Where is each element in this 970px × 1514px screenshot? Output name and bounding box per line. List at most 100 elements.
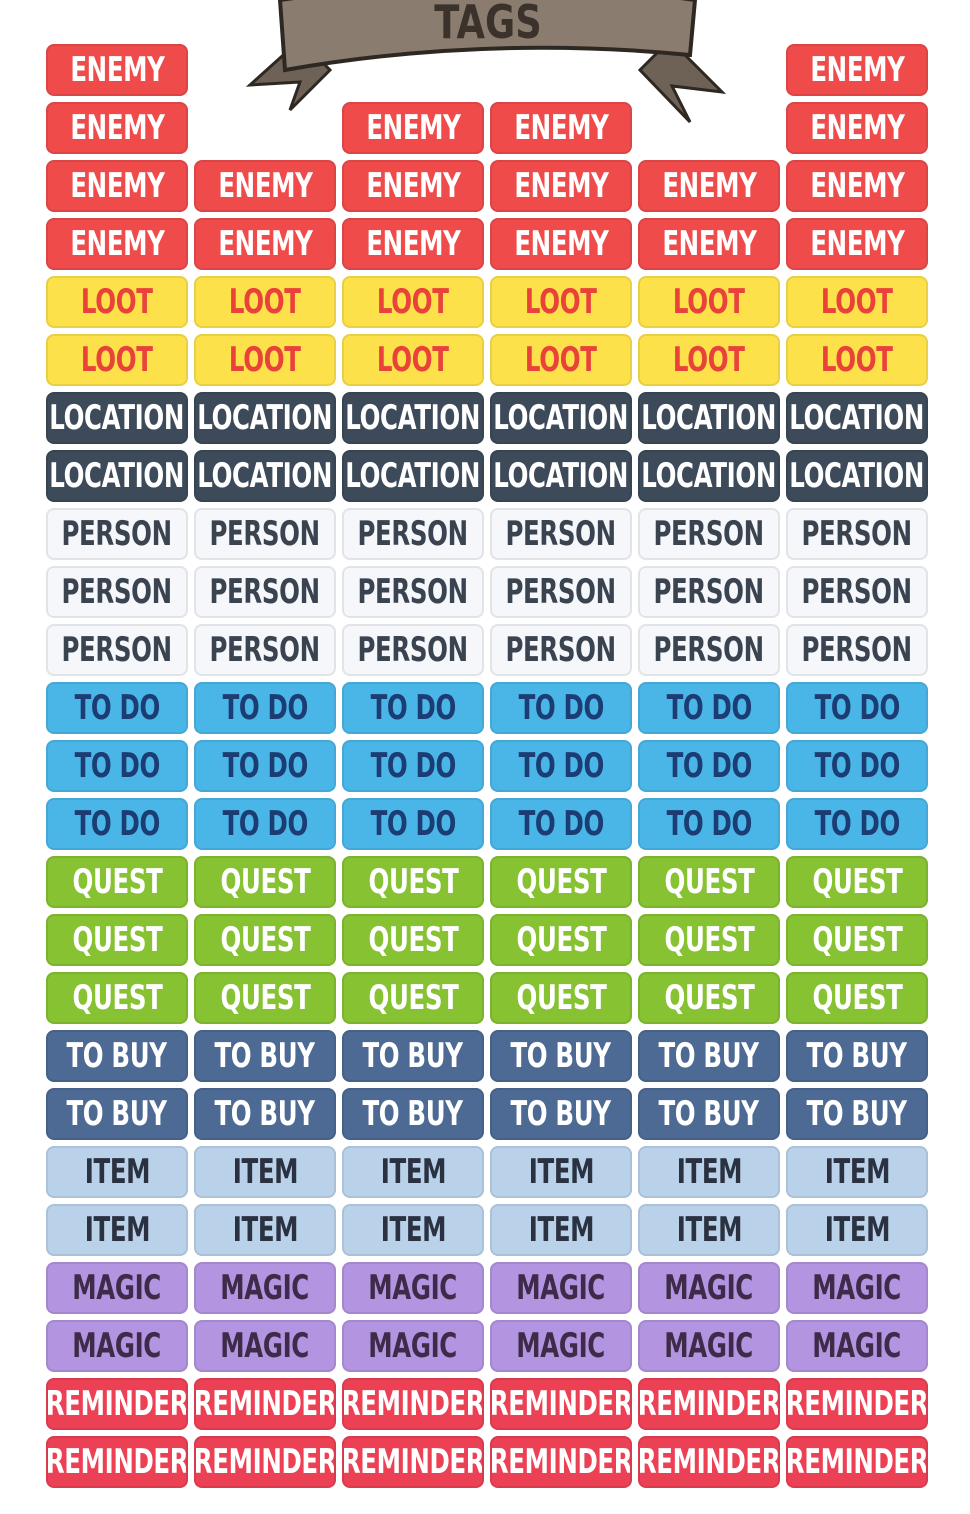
tag-label: ITEM xyxy=(528,1152,594,1192)
tag: ITEM xyxy=(46,1204,188,1256)
tag: ENEMY xyxy=(490,102,632,154)
tag-label: TO BUY xyxy=(806,1036,908,1076)
tag: TO DO xyxy=(194,682,336,734)
tag: REMINDER xyxy=(638,1378,780,1430)
tag-label: PERSON xyxy=(61,514,173,554)
tag-label: ITEM xyxy=(232,1152,298,1192)
tag: REMINDER xyxy=(194,1378,336,1430)
tag-label: TO DO xyxy=(74,688,160,728)
tag-label: REMINDER xyxy=(786,1442,928,1482)
tag: PERSON xyxy=(194,566,336,618)
tag: QUEST xyxy=(638,856,780,908)
tag-label: PERSON xyxy=(61,630,173,670)
tag-label: REMINDER xyxy=(46,1384,188,1424)
tag: MAGIC xyxy=(786,1320,928,1372)
tag-label: LOCATION xyxy=(789,456,925,496)
tag: QUEST xyxy=(786,856,928,908)
tag-label: LOOT xyxy=(821,340,893,380)
tag: LOCATION xyxy=(342,450,484,502)
tag-label: TO DO xyxy=(222,688,308,728)
tag-label: QUEST xyxy=(664,978,754,1018)
tag: TO DO xyxy=(638,798,780,850)
tag: PERSON xyxy=(46,566,188,618)
tag: MAGIC xyxy=(638,1262,780,1314)
tag-label: PERSON xyxy=(209,514,321,554)
tag: PERSON xyxy=(638,566,780,618)
tag-label: QUEST xyxy=(220,920,310,960)
tag-label: REMINDER xyxy=(638,1442,780,1482)
tag: QUEST xyxy=(194,914,336,966)
tag-label: TO DO xyxy=(222,746,308,786)
tag: PERSON xyxy=(194,508,336,560)
tag: TO BUY xyxy=(46,1030,188,1082)
tag-label: LOOT xyxy=(673,282,745,322)
tag-label: PERSON xyxy=(653,630,765,670)
tag-label: QUEST xyxy=(72,920,162,960)
tag-label: TO BUY xyxy=(362,1094,464,1134)
tag: LOCATION xyxy=(786,392,928,444)
tag: TO DO xyxy=(194,740,336,792)
tag-label: REMINDER xyxy=(786,1384,928,1424)
tag-label: MAGIC xyxy=(812,1326,902,1366)
tag-label: QUEST xyxy=(72,978,162,1018)
tag-label: ENEMY xyxy=(809,108,905,148)
tag-label: LOCATION xyxy=(49,398,185,438)
tag: ENEMY xyxy=(490,218,632,270)
tag: LOOT xyxy=(46,276,188,328)
tag: REMINDER xyxy=(194,1436,336,1488)
tag-label: LOOT xyxy=(377,282,449,322)
tag-label: TO DO xyxy=(814,746,900,786)
ribbon-end xyxy=(637,37,727,124)
tag-label: LOCATION xyxy=(345,456,481,496)
tag-label: LOOT xyxy=(673,340,745,380)
tag-label: MAGIC xyxy=(664,1326,754,1366)
tag-label: ITEM xyxy=(528,1210,594,1250)
tag: PERSON xyxy=(46,624,188,676)
tag: ITEM xyxy=(194,1146,336,1198)
tag-label: LOCATION xyxy=(493,456,629,496)
tag: REMINDER xyxy=(46,1436,188,1488)
tag-label: LOCATION xyxy=(197,456,333,496)
tag-label: TO BUY xyxy=(658,1094,760,1134)
tag: LOCATION xyxy=(638,450,780,502)
tag-label: PERSON xyxy=(801,514,913,554)
title: TAGS xyxy=(434,0,541,49)
tag-label: ITEM xyxy=(824,1210,890,1250)
tag: TO BUY xyxy=(194,1030,336,1082)
tag-label: REMINDER xyxy=(342,1442,484,1482)
tag: ENEMY xyxy=(786,102,928,154)
tag: TO DO xyxy=(490,798,632,850)
tag: REMINDER xyxy=(490,1378,632,1430)
tag-label: LOOT xyxy=(229,340,301,380)
tag: MAGIC xyxy=(194,1320,336,1372)
tag-label: TO DO xyxy=(370,804,456,844)
tag: REMINDER xyxy=(342,1436,484,1488)
tag-label: MAGIC xyxy=(368,1326,458,1366)
tag: LOOT xyxy=(638,276,780,328)
tag: PERSON xyxy=(342,624,484,676)
tag: ENEMY xyxy=(342,160,484,212)
tag: LOOT xyxy=(490,276,632,328)
tag: PERSON xyxy=(342,508,484,560)
tag-label: TO DO xyxy=(74,746,160,786)
tag: MAGIC xyxy=(490,1262,632,1314)
tag: QUEST xyxy=(638,914,780,966)
tag: TO DO xyxy=(786,798,928,850)
tag-label: LOOT xyxy=(81,340,153,380)
tag-label: ENEMY xyxy=(513,108,609,148)
tag: LOOT xyxy=(786,276,928,328)
tag: ENEMY xyxy=(786,44,928,96)
tag: TO BUY xyxy=(342,1030,484,1082)
tag: LOCATION xyxy=(786,450,928,502)
tag: ENEMY xyxy=(342,218,484,270)
tag: ENEMY xyxy=(46,218,188,270)
ribbon xyxy=(277,0,698,73)
tag: ENEMY xyxy=(490,160,632,212)
tag-label: PERSON xyxy=(801,572,913,612)
tag: ITEM xyxy=(490,1146,632,1198)
tag: QUEST xyxy=(46,972,188,1024)
tag-label: PERSON xyxy=(505,630,617,670)
tag-label: QUEST xyxy=(368,920,458,960)
tag-label: REMINDER xyxy=(46,1442,188,1482)
